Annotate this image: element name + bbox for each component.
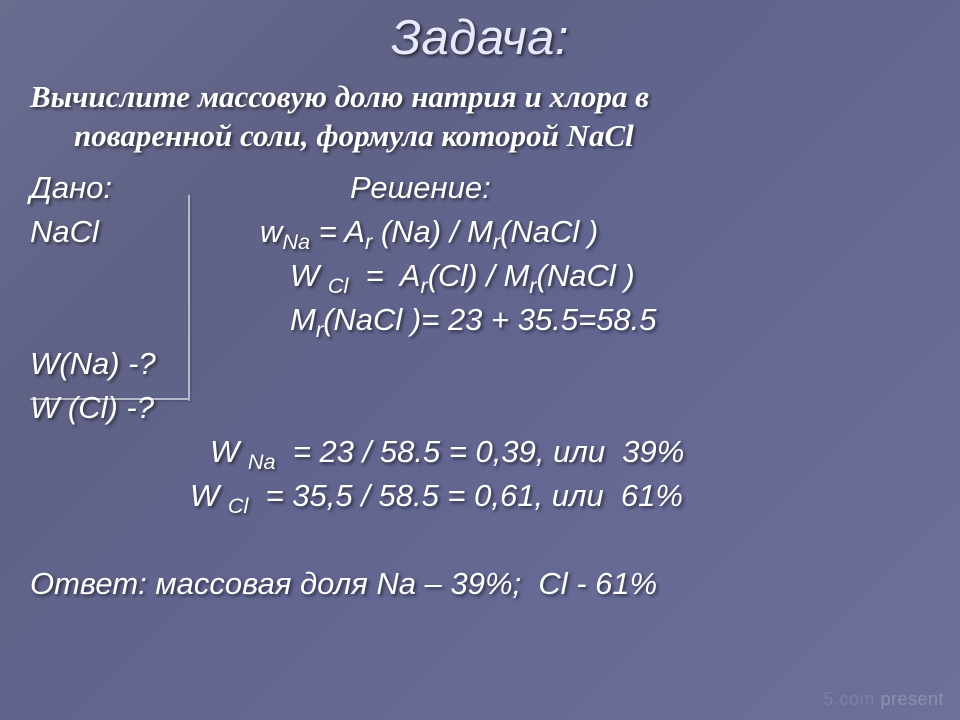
res-cl-pre: W	[190, 478, 228, 513]
given-empty-2	[30, 298, 260, 342]
row-wcl: W Cl = Ar(Cl) / Mr(NaCl )	[30, 254, 930, 298]
watermark-main: present	[880, 689, 944, 709]
eq-wcl-end: (NaCl )	[537, 258, 635, 293]
spacer	[30, 518, 930, 562]
solution-body: Дано: Решение: NaCl wNa = Ar (Na) / Mr(N…	[30, 166, 930, 606]
row-wna: NaCl wNa = Ar (Na) / Mr(NaCl )	[30, 210, 930, 254]
given-underline	[30, 398, 188, 400]
eq-wna-sub: Na	[282, 229, 310, 254]
row-result-cl: W Cl = 35,5 / 58.5 = 0,61, или 61%	[30, 474, 930, 518]
res-cl-post: = 35,5 / 58.5 = 0,61, или 61%	[248, 478, 683, 513]
slide-container: Задача: Вычислите массовую долю натрия и…	[0, 0, 960, 720]
row-result-na: W Na = 23 / 58.5 = 0,39, или 39%	[30, 430, 930, 474]
eq-wna-post: = A	[310, 214, 365, 249]
row-find-cl: W (Cl) -?	[30, 386, 930, 430]
given-empty-1	[30, 254, 260, 298]
answer-text: Ответ: массовая доля Na – 39%; Cl - 61%	[30, 562, 657, 606]
result-cl: W Cl = 35,5 / 58.5 = 0,61, или 61%	[190, 474, 683, 518]
eq-wcl-sub3: r	[529, 273, 536, 298]
row-mr: Mr(NaCl )= 23 + 35.5=58.5	[30, 298, 930, 342]
slide-title: Задача:	[30, 10, 930, 66]
res-na-post: = 23 / 58.5 = 0,39, или 39%	[276, 434, 685, 469]
eq-wcl-post: = A	[348, 258, 420, 293]
eq-wna-mid: (Na) / M	[372, 214, 493, 249]
eq-wcl: W Cl = Ar(Cl) / Mr(NaCl )	[260, 254, 930, 298]
eq-mr: Mr(NaCl )= 23 + 35.5=58.5	[260, 298, 930, 342]
eq-wcl-sub: Cl	[328, 273, 348, 298]
eq-wna-sub3: r	[493, 229, 500, 254]
eq-wna-pre: w	[260, 214, 282, 249]
find-na: W(Na) -?	[30, 342, 156, 386]
eq-wcl-mid: (Cl) / M	[428, 258, 530, 293]
row-answer: Ответ: массовая доля Na – 39%; Cl - 61%	[30, 562, 930, 606]
res-na-sub: Na	[248, 449, 276, 474]
eq-wna-end: (NaCl )	[500, 214, 598, 249]
given-header: Дано:	[30, 166, 260, 210]
eq-mr-sub: r	[316, 317, 323, 342]
watermark: 5.com present	[823, 689, 944, 710]
given-solution-separator	[188, 195, 190, 401]
prompt-line-2: поваренной соли, формула которой NaCl	[36, 117, 930, 156]
watermark-dim: 5.com	[823, 689, 875, 709]
eq-mr-pre: M	[290, 302, 316, 337]
given-formula: NaCl	[30, 210, 260, 254]
headers-row: Дано: Решение:	[30, 166, 930, 210]
eq-wcl-sub2: r	[420, 273, 427, 298]
problem-statement: Вычислите массовую долю натрия и хлора в…	[30, 78, 930, 156]
row-find-na: W(Na) -?	[30, 342, 930, 386]
eq-mr-post: (NaCl )= 23 + 35.5=58.5	[323, 302, 656, 337]
res-na-pre: W	[210, 434, 248, 469]
find-cl: W (Cl) -?	[30, 386, 154, 430]
res-cl-sub: Cl	[228, 493, 248, 518]
eq-wcl-pre: W	[290, 258, 328, 293]
eq-wna: wNa = Ar (Na) / Mr(NaCl )	[260, 210, 930, 254]
solution-header: Решение:	[260, 166, 930, 210]
prompt-line-1: Вычислите массовую долю натрия и хлора в	[30, 79, 649, 114]
result-na: W Na = 23 / 58.5 = 0,39, или 39%	[210, 430, 684, 474]
